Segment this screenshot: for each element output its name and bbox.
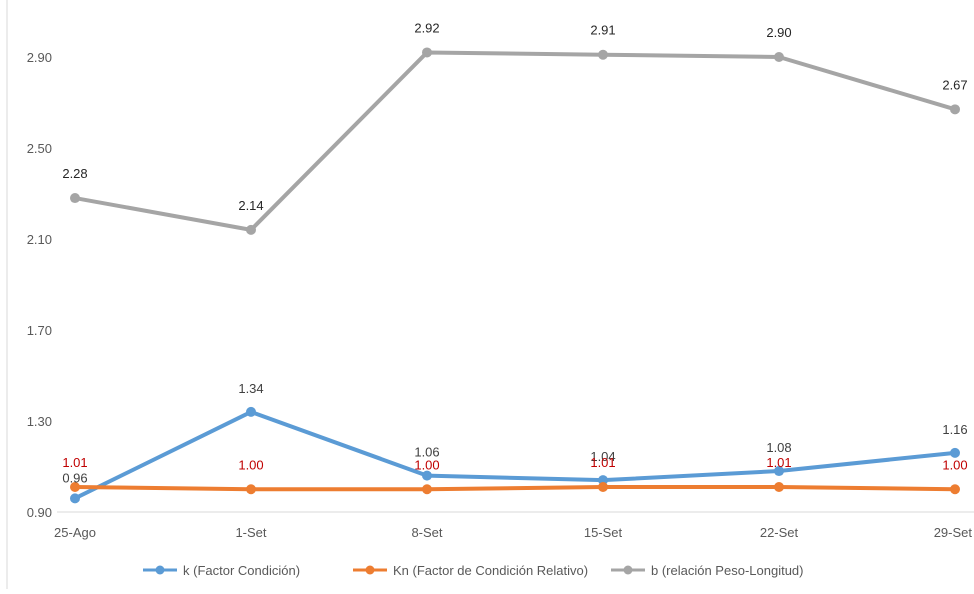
x-tick-label: 29-Set [934, 525, 973, 540]
y-tick-label: 1.70 [27, 323, 52, 338]
data-label: 1.01 [62, 455, 87, 470]
series-line-0 [73, 409, 957, 501]
data-label: 1.00 [238, 457, 263, 472]
data-point [950, 447, 960, 458]
y-tick-label: 0.90 [27, 505, 52, 520]
data-label: 2.90 [766, 25, 791, 40]
data-label: 2.92 [414, 20, 439, 35]
data-label: 1.00 [942, 457, 967, 472]
legend-marker-0 [155, 565, 165, 575]
data-label: 2.67 [942, 77, 967, 92]
data-point [246, 484, 256, 495]
data-label: 1.06 [414, 445, 439, 460]
data-point [422, 484, 432, 495]
data-point [70, 493, 80, 504]
x-tick-label: 8-Set [411, 525, 442, 540]
data-point [422, 47, 432, 58]
data-label: 1.00 [414, 457, 439, 472]
x-tick-label: 25-Ago [54, 525, 96, 540]
series-line-1 [73, 484, 957, 492]
data-point [246, 406, 256, 417]
data-point [598, 49, 608, 60]
data-labels: 0.96 1.34 1.06 1.04 1.08 1.16 1.01 1.00 1.00 1.01… [62, 20, 967, 485]
legend: k (Factor Condición) Kn (Factor de Condic… [143, 563, 803, 578]
data-label: 1.01 [766, 455, 791, 470]
series-lines [73, 50, 957, 501]
legend-marker-2 [623, 565, 633, 575]
legend-label-1: Kn (Factor de Condición Relativo) [393, 563, 588, 578]
data-label: 1.01 [590, 455, 615, 470]
data-point [246, 224, 256, 235]
y-tick-label: 2.90 [27, 50, 52, 65]
data-point [774, 52, 784, 62]
y-tick-label: 2.50 [27, 141, 52, 156]
data-label: 1.34 [238, 381, 263, 396]
y-tick-label: 1.30 [27, 414, 52, 429]
data-point [422, 470, 432, 481]
data-label: 2.28 [62, 166, 87, 181]
data-point [70, 481, 80, 492]
x-axis-ticks: 25-Ago 1-Set 8-Set 15-Set 22-Set 29-Set [54, 525, 972, 540]
data-label: 0.96 [62, 470, 87, 485]
data-point [774, 466, 784, 477]
data-label: 2.14 [238, 198, 263, 213]
y-axis-ticks: 0.90 1.30 1.70 2.10 2.50 2.90 [27, 50, 52, 520]
series-line-2 [73, 50, 957, 232]
data-point [774, 481, 784, 492]
data-label: 1.04 [590, 449, 615, 464]
data-point [598, 481, 608, 492]
x-tick-label: 1-Set [235, 525, 266, 540]
data-point [950, 484, 960, 495]
data-point [70, 193, 80, 204]
legend-label-0: k (Factor Condición) [183, 563, 300, 578]
x-tick-label: 15-Set [584, 525, 623, 540]
data-label: 2.91 [590, 23, 615, 38]
data-label: 1.16 [942, 422, 967, 437]
data-label: 1.08 [766, 440, 791, 455]
y-tick-label: 2.10 [27, 232, 52, 247]
x-tick-label: 22-Set [760, 525, 799, 540]
legend-marker-1 [365, 565, 375, 575]
legend-label-2: b (relación Peso-Longitud) [651, 563, 803, 578]
series-points [70, 47, 960, 504]
data-point [950, 104, 960, 115]
